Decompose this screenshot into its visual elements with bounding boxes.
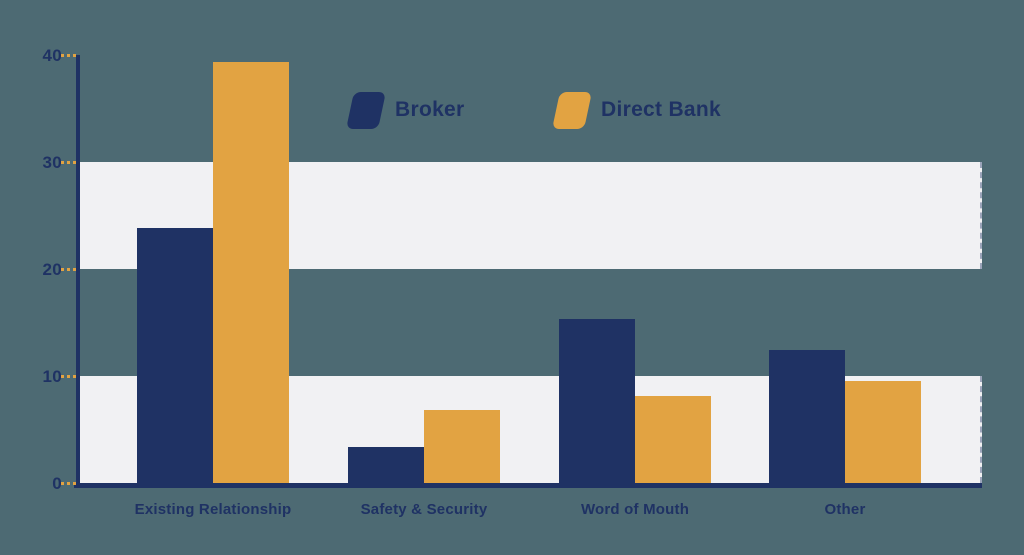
bar-direct-bank-existing-relationship [213, 62, 289, 483]
x-axis-line [74, 483, 982, 488]
y-tick-0 [61, 482, 77, 485]
legend-item-direct-bank: Direct Bank [552, 88, 722, 132]
category-label-word-of-mouth: Word of Mouth [580, 501, 690, 518]
bar-direct-bank-word-of-mouth [635, 396, 711, 483]
legend-swatch-broker [346, 91, 386, 129]
y-axis-line [76, 55, 80, 488]
category-label-existing-relationship: Existing Relationship [134, 501, 292, 518]
y-axis-label-0: 0 [52, 473, 62, 493]
y-axis-label-20: 20 [42, 259, 62, 279]
legend-label-direct-bank: Direct Bank [601, 98, 722, 121]
bar-broker-other [769, 350, 845, 483]
bar-broker-word-of-mouth [559, 319, 635, 483]
legend-label-broker: Broker [395, 98, 465, 121]
bar-direct-bank-other [845, 381, 921, 483]
legend: Broker Direct Bank [0, 88, 1024, 132]
bar-broker-existing-relationship [137, 228, 213, 483]
y-axis-label-30: 30 [42, 152, 62, 172]
category-label-other: Other [824, 501, 866, 518]
legend-swatch-direct-bank [552, 91, 592, 129]
y-tick-40 [61, 54, 77, 57]
bar-direct-bank-safety-security [424, 410, 500, 483]
category-label-safety-security: Safety & Security [360, 501, 488, 518]
y-tick-30 [61, 161, 77, 164]
y-axis-label-10: 10 [42, 366, 62, 386]
y-axis-label-40: 40 [42, 45, 62, 65]
legend-item-broker: Broker [346, 88, 465, 132]
y-tick-20 [61, 268, 77, 271]
y-tick-10 [61, 375, 77, 378]
bar-broker-safety-security [348, 446, 424, 483]
